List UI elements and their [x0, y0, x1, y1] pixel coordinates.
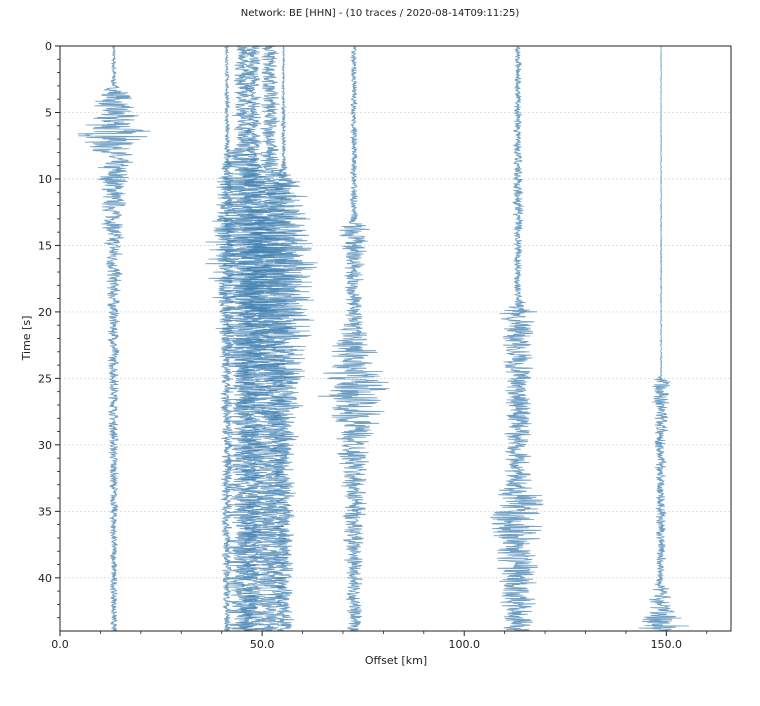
y-axis: 0 5 10 15 20 25 30 35 40	[38, 40, 60, 619]
y-tick-label: 40	[38, 572, 52, 585]
x-tick-label: 50.0	[250, 638, 275, 651]
seismic-trace	[490, 45, 544, 632]
y-axis-label: Time [s]	[20, 316, 33, 362]
seismic-trace	[77, 45, 151, 631]
y-tick-label: 0	[45, 40, 52, 53]
trace-group	[77, 45, 689, 632]
y-tick-label: 30	[38, 439, 52, 452]
x-axis: 0.0 50.0 100.0 150.0	[51, 631, 708, 651]
seismic-trace	[638, 46, 689, 632]
x-tick-label: 150.0	[651, 638, 683, 651]
x-tick-label: 0.0	[51, 638, 69, 651]
chart-title: Network: BE [HHN] - (10 traces / 2020-08…	[241, 8, 520, 19]
y-tick-label: 15	[38, 239, 52, 252]
y-tick-label: 20	[38, 306, 52, 319]
seismic-trace	[240, 45, 302, 632]
seismic-trace	[230, 45, 276, 632]
x-tick-label: 100.0	[448, 638, 480, 651]
seismic-trace	[317, 45, 390, 632]
y-tick-label: 35	[38, 505, 52, 518]
plot-frame	[59, 45, 732, 632]
seismic-trace	[251, 45, 318, 632]
horizontal-gridlines	[60, 45, 731, 579]
y-tick-label: 10	[38, 173, 52, 186]
x-axis-label: Offset [km]	[365, 654, 427, 667]
y-tick-label: 25	[38, 372, 52, 385]
y-tick-label: 5	[45, 106, 52, 119]
